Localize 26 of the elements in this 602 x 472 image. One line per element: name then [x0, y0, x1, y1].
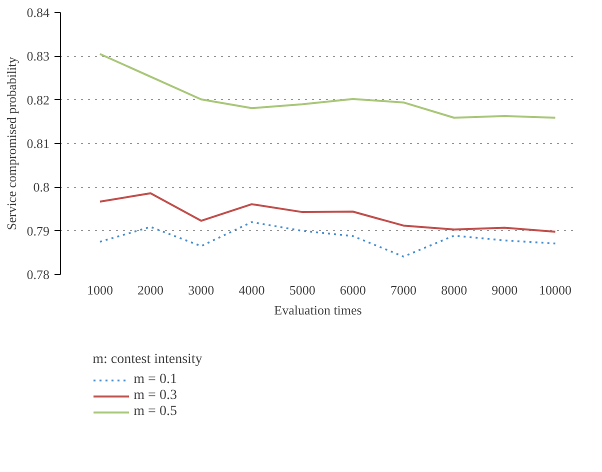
x-tick-label: 5000 [289, 282, 316, 298]
x-tick-label: 7000 [390, 282, 416, 298]
y-axis-title: Service compromised probability [4, 56, 19, 230]
legend-label: m = 0.5 [134, 404, 177, 420]
y-tick-label: 0.8 [33, 180, 50, 195]
y-tick-label: 0.82 [26, 92, 50, 108]
x-tick-label: 4000 [238, 282, 265, 298]
line-series [98, 52, 556, 119]
x-axis-title: Evaluation times [274, 302, 362, 318]
x-tick-label: 10000 [539, 282, 572, 298]
x-tick-label: 3000 [188, 282, 214, 298]
x-tick-label: 8000 [441, 282, 468, 298]
x-tick-label: 2000 [138, 282, 164, 298]
y-tick-label: 0.81 [26, 136, 50, 151]
line-series [99, 221, 556, 258]
y-tick-label: 0.84 [26, 5, 50, 20]
y-tick-label: 0.78 [26, 267, 50, 282]
y-tick-label: 0.83 [26, 48, 50, 64]
legend-label: m = 0.1 [134, 372, 177, 388]
x-tick-label: 6000 [340, 282, 366, 298]
legend-title: m: contest intensity [92, 352, 202, 368]
y-tick-label: 0.79 [26, 223, 50, 238]
x-tick-label: 9000 [492, 282, 518, 298]
legend-label: m = 0.3 [134, 388, 177, 404]
x-tick-label: 1000 [86, 282, 113, 298]
line-series [98, 192, 556, 233]
